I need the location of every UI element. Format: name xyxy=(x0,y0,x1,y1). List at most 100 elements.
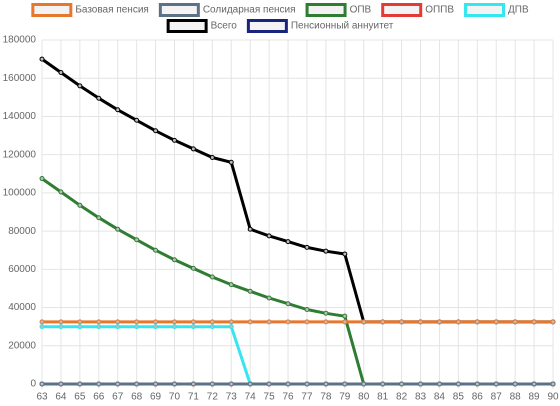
x-tick-label: 72 xyxy=(207,392,219,403)
point xyxy=(153,324,159,330)
legend-item: ОПВ xyxy=(305,3,372,17)
point xyxy=(512,381,518,387)
point xyxy=(247,381,253,387)
point xyxy=(209,155,215,161)
point xyxy=(190,324,196,330)
point xyxy=(342,381,348,387)
point xyxy=(209,319,215,325)
point xyxy=(115,107,121,113)
point xyxy=(58,324,64,330)
point xyxy=(171,257,177,263)
point xyxy=(436,319,442,325)
point xyxy=(96,319,102,325)
point xyxy=(190,381,196,387)
point xyxy=(134,237,140,243)
x-tick-label: 69 xyxy=(150,392,162,403)
legend-swatch xyxy=(381,3,423,17)
point xyxy=(77,202,83,208)
point xyxy=(418,381,424,387)
y-tick-label: 100000 xyxy=(3,188,37,199)
point xyxy=(134,117,140,123)
y-tick-label: 0 xyxy=(30,379,36,390)
point xyxy=(39,381,45,387)
point xyxy=(134,381,140,387)
x-tick-label: 77 xyxy=(301,392,313,403)
x-tick-label: 85 xyxy=(453,392,465,403)
x-tick-label: 76 xyxy=(282,392,294,403)
point xyxy=(228,381,234,387)
y-tick-label: 180000 xyxy=(3,35,37,46)
point xyxy=(39,324,45,330)
legend-label: ДПВ xyxy=(508,5,529,16)
point xyxy=(58,69,64,75)
point xyxy=(153,247,159,253)
point xyxy=(455,319,461,325)
point xyxy=(96,381,102,387)
line xyxy=(41,177,553,386)
legend-item: ДПВ xyxy=(464,3,529,17)
legend-label: Пенсионный аннуитет xyxy=(291,21,394,32)
legend-swatch xyxy=(464,3,506,17)
legend-label: Базовая пенсия xyxy=(75,5,149,16)
x-tick-label: 70 xyxy=(169,392,181,403)
point xyxy=(96,324,102,330)
point xyxy=(153,319,159,325)
point xyxy=(531,381,537,387)
point xyxy=(455,381,461,387)
point xyxy=(96,95,102,101)
point xyxy=(96,215,102,221)
legend-label: Солидарная пенсия xyxy=(203,5,296,16)
y-tick-label: 20000 xyxy=(8,340,36,351)
point xyxy=(58,381,64,387)
x-tick-label: 63 xyxy=(36,392,48,403)
point xyxy=(399,381,405,387)
x-tick-label: 71 xyxy=(188,392,200,403)
legend-item: ОППВ xyxy=(381,3,454,17)
series xyxy=(39,319,556,325)
point xyxy=(77,83,83,89)
x-tick-label: 81 xyxy=(377,392,389,403)
point xyxy=(418,319,424,325)
point xyxy=(285,239,291,245)
point xyxy=(342,313,348,319)
legend-item: Солидарная пенсия xyxy=(158,3,296,17)
point xyxy=(58,189,64,195)
y-tick-label: 40000 xyxy=(8,302,36,313)
point xyxy=(115,226,121,232)
x-tick-label: 89 xyxy=(529,392,541,403)
point xyxy=(171,137,177,143)
point xyxy=(474,319,480,325)
legend-item: Пенсионный аннуитет xyxy=(246,19,394,33)
y-tick-label: 140000 xyxy=(3,111,37,122)
point xyxy=(285,301,291,307)
x-tick-label: 79 xyxy=(339,392,351,403)
point xyxy=(153,128,159,134)
point xyxy=(342,319,348,325)
x-tick-label: 68 xyxy=(131,392,143,403)
point xyxy=(39,176,45,182)
x-tick-label: 64 xyxy=(55,392,67,403)
point xyxy=(436,381,442,387)
point xyxy=(247,288,253,294)
x-tick-label: 75 xyxy=(264,392,276,403)
point xyxy=(171,324,177,330)
point xyxy=(266,319,272,325)
point xyxy=(171,319,177,325)
legend-swatch xyxy=(166,19,208,33)
point xyxy=(190,319,196,325)
x-tick-label: 87 xyxy=(491,392,503,403)
point xyxy=(512,319,518,325)
x-tick-label: 65 xyxy=(74,392,86,403)
legend-item: Всего xyxy=(166,19,238,33)
point xyxy=(247,319,253,325)
point xyxy=(493,381,499,387)
point xyxy=(115,381,121,387)
legend-label: Всего xyxy=(211,21,238,32)
series xyxy=(39,381,556,387)
point xyxy=(209,324,215,330)
point xyxy=(285,319,291,325)
point xyxy=(39,56,45,62)
point xyxy=(323,381,329,387)
point xyxy=(134,319,140,325)
